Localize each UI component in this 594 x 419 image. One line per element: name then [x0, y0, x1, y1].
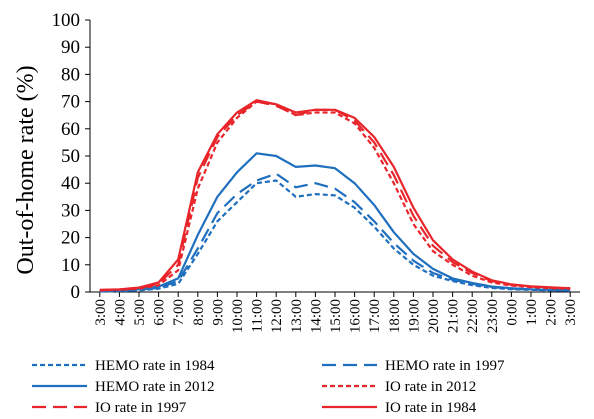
legend: HEMO rate in 1984 HEMO rate in 1997 HEMO r… — [32, 358, 505, 416]
x-tick-label: 15:00 — [328, 299, 344, 333]
y-tick-label: 30 — [61, 200, 80, 221]
x-tick-label: 23:00 — [485, 299, 501, 333]
x-tick-label: 20:00 — [426, 299, 442, 333]
x-tick-label: 7:00 — [171, 299, 187, 326]
x-tick-label: 3:00 — [93, 299, 109, 326]
x-tick-label: 2:00 — [544, 299, 560, 326]
x-tick-label: 9:00 — [210, 299, 226, 326]
legend-label: IO rate in 1984 — [385, 400, 477, 416]
x-tick-label: 22:00 — [465, 299, 481, 333]
y-tick-label: 100 — [52, 10, 81, 31]
legend-label: IO rate in 2012 — [385, 379, 476, 395]
y-tick-label: 80 — [61, 64, 80, 85]
series-layer — [99, 99, 571, 293]
x-tick-label: 8:00 — [191, 299, 207, 326]
x-tick-label: 19:00 — [406, 299, 422, 333]
x-tick-label: 13:00 — [289, 299, 305, 333]
x-tick-label: 1:00 — [524, 299, 540, 326]
x-tick-label: 6:00 — [152, 299, 168, 326]
x-tick-label: 11:00 — [250, 299, 266, 333]
x-tick-label: 14:00 — [308, 299, 324, 333]
y-axis: 0 10 20 30 40 50 60 70 80 90 100 — [52, 10, 91, 303]
x-tick-label: 16:00 — [348, 299, 364, 333]
x-tick-label: 10:00 — [230, 299, 246, 333]
y-axis-label: Out-of-home rate (%) — [13, 65, 39, 274]
x-tick-label: 5:00 — [132, 299, 148, 326]
y-tick-label: 40 — [61, 173, 80, 194]
x-tick-label: 0:00 — [504, 299, 520, 326]
series-line-3 — [99, 152, 571, 292]
y-tick-label: 10 — [61, 255, 80, 276]
legend-label: HEMO rate in 1997 — [385, 358, 505, 374]
x-tick-label: 17:00 — [367, 299, 383, 333]
x-axis: 3:00 4:00 5:00 6:00 7:00 8:00 9:00 10:00 11:00 12… — [90, 291, 580, 333]
series-line-4 — [99, 100, 571, 292]
x-tick-label: 4:00 — [112, 299, 128, 326]
legend-label: HEMO rate in 2012 — [95, 379, 215, 395]
y-tick-label: 0 — [71, 282, 81, 303]
series-line-6 — [99, 99, 571, 291]
y-tick-label: 20 — [61, 228, 80, 249]
legend-label: HEMO rate in 1984 — [95, 358, 215, 374]
y-tick-label: 50 — [61, 146, 80, 167]
x-tick-label: 12:00 — [269, 299, 285, 333]
legend-label: IO rate in 1997 — [95, 400, 187, 416]
x-tick-label: 3:00 — [563, 299, 579, 326]
y-tick-label: 90 — [61, 37, 80, 58]
y-tick-label: 60 — [61, 119, 80, 140]
x-tick-label: 21:00 — [446, 299, 462, 333]
x-tick-label: 18:00 — [387, 299, 403, 333]
y-tick-label: 70 — [61, 92, 80, 113]
